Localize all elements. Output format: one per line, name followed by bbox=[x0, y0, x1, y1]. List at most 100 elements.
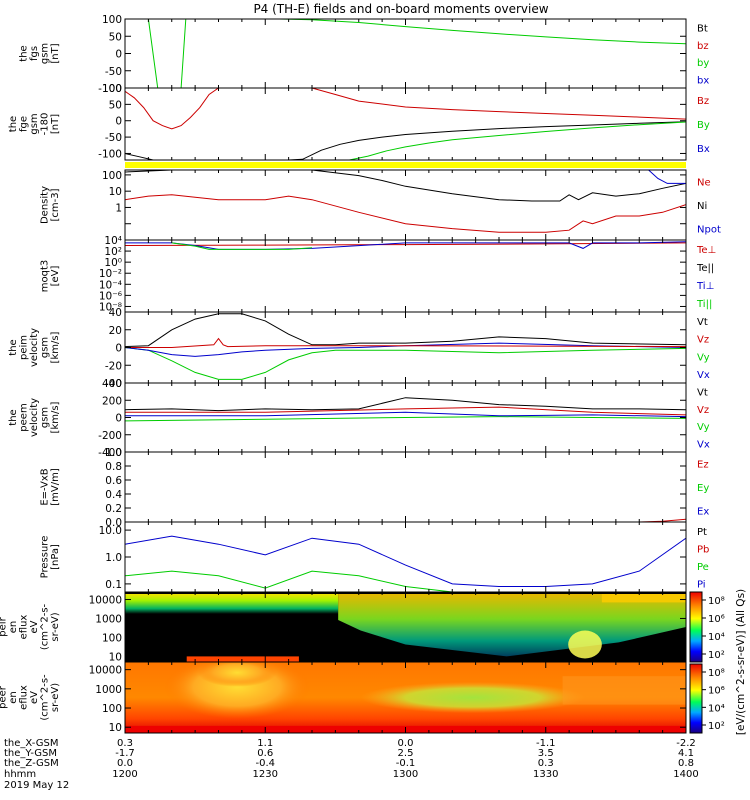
x-axis-coord-value: 0.6 bbox=[257, 748, 273, 759]
panel-6-legend-green: Vy bbox=[697, 422, 710, 433]
panel-6-legend-red: Vz bbox=[697, 405, 709, 416]
panel-4-ylabel-line: moqt3 bbox=[40, 260, 51, 293]
panel-1-ylabel-line: gsm bbox=[40, 43, 51, 64]
panel-1-y-tick-label: -50 bbox=[105, 66, 122, 78]
panel-4-y-tick-label: 10⁰ bbox=[104, 257, 122, 269]
x-axis-time-label: 1400 bbox=[673, 769, 698, 780]
spectrogram-1-ylabel-line: sr-eV) bbox=[50, 612, 61, 641]
panel-7-ylabel: E=-VxB[mV/m] bbox=[40, 468, 62, 506]
spectrogram-1-ylabel-line: peir bbox=[0, 616, 9, 636]
panel-5-legend-blue: Vx bbox=[697, 370, 710, 381]
spectrogram-1: 10000 1000 100 10 thepeirenefluxeV(cm^2-s-sr… bbox=[0, 591, 687, 663]
panel-4-y-tick-label: 10⁻⁴ bbox=[99, 279, 122, 291]
panel-8-ylabel-line: [nPa] bbox=[50, 544, 61, 570]
panel-7-y-tick-label: 0.8 bbox=[105, 461, 122, 473]
panel-6-y-tick-label: 200 bbox=[102, 395, 122, 407]
panel-6-ylabel-line: peem bbox=[19, 403, 30, 431]
panel-1-ylabel-line: [nT] bbox=[50, 43, 61, 63]
panel-1-series bbox=[147, 19, 686, 88]
x-axis-coord-value: 0.3 bbox=[117, 738, 133, 749]
x-axis-row-label: hhmm bbox=[4, 769, 36, 780]
panel-8-series bbox=[125, 535, 686, 592]
spectrogram-1-ylabel-line: eV bbox=[29, 620, 40, 633]
spectrogram-2-y-tick-label: 100 bbox=[102, 703, 122, 715]
panel-5-series-red-line bbox=[125, 337, 686, 348]
panel-4-legend-red: Te⊥ bbox=[696, 245, 716, 256]
spectrogram-1-image bbox=[125, 592, 686, 662]
x-axis-coord-value: 4.1 bbox=[678, 748, 694, 759]
panel-7-ylabel-line: [mV/m] bbox=[50, 468, 61, 506]
panel-3-ylabel-line: [cm-3] bbox=[50, 188, 61, 221]
colorbar: 10⁸ 10⁶ 10⁴ 10² 10⁸ 10⁶ 10⁴ 10² [eV/(cm^2-s-sr-e… bbox=[689, 589, 747, 735]
spectrogram-1-y-tick-label: 100 bbox=[102, 632, 122, 644]
spectrogram-1-y-tick-label: 10000 bbox=[89, 595, 122, 607]
panel-4-frame bbox=[124, 239, 687, 313]
panel-5-y-tick-label: 20 bbox=[109, 325, 122, 337]
panel-8-y-tick-label: 0.1 bbox=[105, 579, 122, 591]
panel-6-y-tick-label: 0 bbox=[115, 413, 122, 425]
panel-6-ylabel-line: velocity bbox=[29, 398, 40, 437]
panel-3-y-tick-label: 100 bbox=[102, 170, 122, 182]
x-axis-row-label: 2019 May 12 bbox=[4, 780, 69, 791]
colorbar-tick-label: 10⁸ bbox=[708, 596, 725, 607]
x-axis-coord-value: 0.3 bbox=[538, 758, 554, 769]
figure-title: P4 (TH-E) fields and on-board moments ov… bbox=[253, 2, 548, 16]
colorbar-label: [eV/(cm^2-s-sr-eV)] (All Qs) bbox=[735, 589, 747, 735]
panel-5-ylabel-line: velocity bbox=[29, 328, 40, 367]
panel-7-legend-blue: Ex bbox=[697, 506, 709, 517]
x-axis-coord-value: -0.1 bbox=[396, 758, 416, 769]
panel-8-y-tick-label: 1.0 bbox=[105, 552, 122, 564]
spectrogram-2-ylabel-line: sr-eV) bbox=[50, 683, 61, 712]
colorbar-tick-label: 10⁸ bbox=[708, 668, 725, 679]
panel-2-ylabel-line: the bbox=[8, 116, 19, 132]
panel-3-ylabel-line: Density bbox=[40, 186, 51, 224]
spectrogram-2-ylabel-line: eflux bbox=[19, 685, 30, 710]
panel-6-ylabel-line: gsm bbox=[40, 407, 51, 428]
panel-6-y-tick-label: -400 bbox=[98, 447, 122, 459]
spectrogram-2-y-tick-label: 1000 bbox=[95, 684, 122, 696]
colorbar-tick-label: 10⁶ bbox=[708, 686, 725, 697]
spectrogram-2-ylabel-line: en bbox=[8, 691, 19, 704]
panel-3-y-tick-label: 1 bbox=[115, 202, 122, 214]
panel-3: 100 10 1 Density[cm-3] Ne Ni Npot bbox=[40, 169, 721, 241]
panel-1-ylabel-line: the bbox=[19, 45, 30, 61]
spectrogram-1-ylabel-line: eflux bbox=[19, 615, 30, 640]
spectrogram-1-ylabel-line: en bbox=[8, 621, 19, 634]
spectrogram-1-ylabel: thepeirenefluxeV(cm^2-s-sr-eV) bbox=[0, 603, 61, 650]
panel-1-legend-blue: bx bbox=[697, 75, 709, 86]
panel-1-y-tick-label: -100 bbox=[98, 83, 122, 95]
panel-6-series-blue-line bbox=[125, 411, 686, 418]
panel-2-series bbox=[125, 88, 686, 160]
panel-6-series-black-line bbox=[125, 397, 686, 412]
panel-4-legend-green: Ti|| bbox=[696, 299, 712, 310]
panel-5-ylabel-line: the bbox=[8, 339, 19, 355]
panel-1-legend-red: bz bbox=[697, 41, 709, 52]
panel-7-y-tick-label: 0.4 bbox=[105, 489, 122, 501]
panel-7-frame bbox=[124, 451, 687, 523]
panel-7-ylabel-line: E=-VxB bbox=[40, 468, 51, 505]
panel-6-legend-blue: Vx bbox=[697, 439, 710, 450]
x-axis-coord-value: 2.5 bbox=[398, 748, 414, 759]
panel-3-series-red-line bbox=[125, 194, 686, 233]
panel-7: 1.0 0.8 0.6 0.4 0.2 0.0 E=-VxB[mV/m] Ez Ey Ex bbox=[40, 447, 710, 529]
panel-4-ylabel: moqt3[eV] bbox=[40, 260, 62, 293]
panel-2-frame bbox=[124, 87, 687, 161]
panel-3-ylabel: Density[cm-3] bbox=[40, 186, 62, 224]
panel-2-y-tick-label: 0 bbox=[115, 116, 122, 128]
panel-3-legend-red: Ne bbox=[697, 178, 711, 189]
spectrogram-2-ylabel-line: eV bbox=[29, 691, 40, 704]
panel-5-legend-black: Vt bbox=[697, 317, 708, 328]
panel-8-series-blue-line bbox=[125, 535, 686, 587]
panel-2-legend-red: Bz bbox=[697, 96, 709, 107]
spectrogram-2-ylabel-line: (cm^2-s- bbox=[40, 674, 51, 721]
quality-flag-bar bbox=[125, 162, 686, 168]
panel-2-ylabel: thefgegsm-180[nT] bbox=[8, 113, 61, 136]
panel-5-ylabel-line: peim bbox=[19, 335, 30, 360]
panel-5-ylabel-line: [km/s] bbox=[50, 331, 61, 363]
panel-4-legend-black: Te|| bbox=[696, 263, 714, 274]
panel-5-legend-green: Vy bbox=[697, 352, 710, 363]
panel-1-y-tick-label: 0 bbox=[115, 49, 122, 61]
panel-2-ylabel-line: [nT] bbox=[50, 114, 61, 134]
panel-6: 400 200 0 -200 -400 thepeemvelocitygsm[km/s] V… bbox=[8, 378, 710, 459]
